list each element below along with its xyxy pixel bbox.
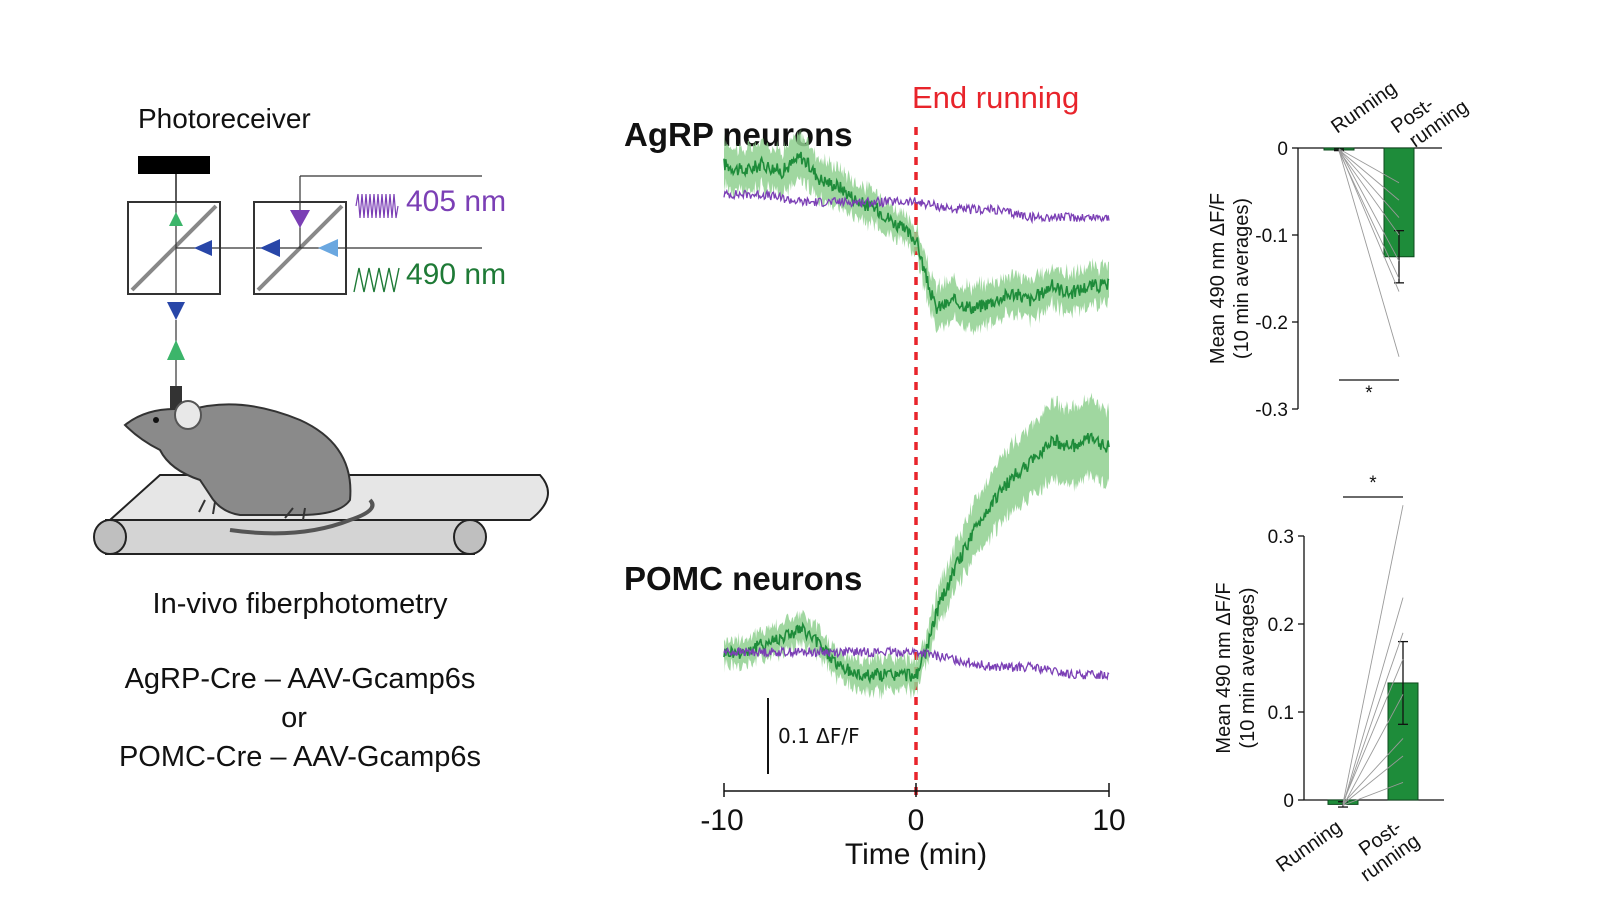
y-tick-label: -0.2 bbox=[1255, 313, 1288, 334]
trace-green-pomc bbox=[723, 432, 1110, 685]
filter-cube-1 bbox=[127, 201, 221, 320]
filter-cube-2 bbox=[253, 175, 482, 295]
significance-star: * bbox=[1365, 383, 1373, 404]
wave-405-icon bbox=[355, 193, 399, 219]
end-running-label: End running bbox=[912, 80, 1079, 115]
setup-schematic: Photoreceiver 405 nm 490 n bbox=[93, 103, 549, 773]
paired-line bbox=[1342, 781, 1404, 806]
paired-line bbox=[1342, 659, 1404, 803]
paired-line bbox=[1338, 150, 1400, 357]
paired-line bbox=[1338, 149, 1400, 218]
paired-line bbox=[1342, 505, 1404, 804]
y-axis-label: Mean 490 nm ΔF/F bbox=[1213, 582, 1235, 753]
y-axis-label-2: (10 min averages) bbox=[1231, 198, 1253, 359]
paired-line bbox=[1338, 149, 1400, 292]
wave-490-icon bbox=[353, 267, 400, 293]
x-axis-label: Time (min) bbox=[845, 838, 987, 871]
paired-line bbox=[1342, 694, 1404, 807]
paired-line bbox=[1338, 148, 1400, 262]
paired-line bbox=[1342, 597, 1404, 806]
light-blue-arrow-icon bbox=[318, 239, 338, 257]
photoreceiver-block bbox=[138, 156, 210, 174]
significance-star: * bbox=[1369, 473, 1377, 494]
green-arrow-icon bbox=[169, 212, 183, 226]
bar-chart-agrp: 0 -0.1 -0.2 -0.3 Mean 490 nm ΔF/F (10 min ave… bbox=[1207, 77, 1473, 421]
paired-line bbox=[1342, 632, 1404, 805]
bar-chart-pomc: 0 0.1 0.2 0.3 Mean 490 nm ΔF/F (10 min averag… bbox=[1213, 473, 1444, 886]
blue-arrow-icon bbox=[194, 240, 212, 256]
y-tick-label: 0.3 bbox=[1268, 527, 1294, 548]
photoreceiver-label: Photoreceiver bbox=[138, 103, 311, 134]
category-label: Running bbox=[1327, 77, 1401, 138]
method-label: In-vivo fiberphotometry bbox=[153, 588, 448, 620]
wave-405-label: 405 nm bbox=[406, 185, 506, 218]
trace-band-pomc bbox=[724, 392, 1109, 701]
blue-arrow-icon-2 bbox=[260, 239, 280, 257]
blue-arrow-down-icon bbox=[167, 302, 185, 320]
x-tick-label: 0 bbox=[908, 804, 925, 837]
y-tick-label: 0.1 bbox=[1268, 703, 1294, 724]
trace-green-agrp bbox=[723, 151, 1110, 315]
y-tick-label: -0.3 bbox=[1255, 400, 1288, 421]
pomc-title: POMC neurons bbox=[624, 560, 862, 597]
y-tick-label: 0 bbox=[1277, 139, 1288, 160]
trace-plots: AgRP neurons POMC neurons End running 0.… bbox=[624, 80, 1126, 871]
y-tick-label: 0.2 bbox=[1268, 615, 1294, 636]
paired-line bbox=[1338, 149, 1400, 201]
paired-line bbox=[1342, 738, 1404, 804]
green-arrow-up-icon bbox=[167, 340, 185, 360]
construct-line-1: AgRP-Cre – AAV-Gcamp6s bbox=[125, 663, 476, 695]
category-label: Running bbox=[1272, 816, 1346, 877]
purple-arrow-icon bbox=[290, 210, 310, 228]
trace-purple-agrp bbox=[723, 188, 1110, 225]
y-axis-label: Mean 490 nm ΔF/F bbox=[1207, 193, 1229, 364]
x-tick-label: 10 bbox=[1092, 804, 1125, 837]
agrp-title: AgRP neurons bbox=[624, 116, 853, 153]
x-tick-label: -10 bbox=[700, 804, 743, 837]
paired-line bbox=[1342, 755, 1404, 805]
construct-line-3: POMC-Cre – AAV-Gcamp6s bbox=[119, 741, 481, 773]
construct-line-2: or bbox=[281, 702, 307, 734]
wave-490-label: 490 nm bbox=[406, 258, 506, 291]
mouse-icon bbox=[123, 400, 375, 536]
trace-purple-pomc bbox=[723, 645, 1110, 681]
scale-bar-label: 0.1 ΔF/F bbox=[778, 724, 860, 748]
paired-line bbox=[1338, 148, 1400, 184]
paired-line bbox=[1338, 150, 1400, 236]
y-tick-label: -0.1 bbox=[1255, 226, 1288, 247]
y-tick-label: 0 bbox=[1283, 791, 1294, 812]
y-axis-label-2: (10 min averages) bbox=[1237, 587, 1259, 748]
